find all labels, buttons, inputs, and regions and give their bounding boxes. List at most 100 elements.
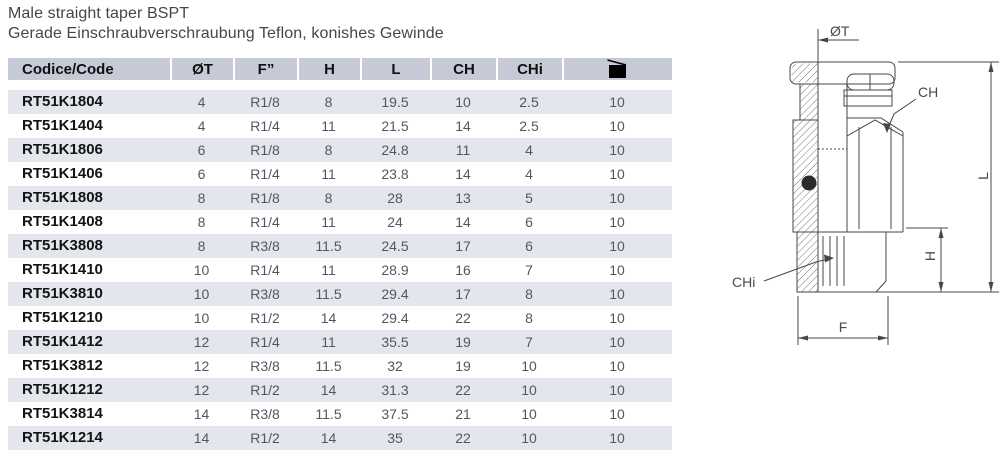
value-cell: 11 — [321, 262, 336, 278]
table-row: RT51K3808 8 R3/8 11.5 24.5 17 6 10 — [8, 234, 672, 258]
value-cell: R1/8 — [233, 138, 297, 162]
value-cell: R1/4 — [233, 330, 297, 354]
value-cell: R1/2 — [233, 378, 297, 402]
table-row: RT51K1406 6 R1/4 11 23.8 14 4 10 — [8, 162, 672, 186]
code-cell: RT51K3814 — [22, 405, 103, 422]
value-cell: 14 — [193, 406, 210, 422]
value-cell: 4 — [496, 138, 562, 162]
code-cell: RT51K1410 — [22, 261, 103, 278]
value-cell: R1/4 — [250, 262, 280, 278]
value-cell: 11 — [430, 138, 496, 162]
value-cell: 10 — [562, 234, 672, 258]
value-cell: R1/8 — [233, 90, 297, 114]
value-cell: 11 — [321, 118, 336, 134]
value-cell: 10 — [609, 262, 625, 278]
value-cell: 10 — [562, 378, 672, 402]
header-qty — [562, 58, 672, 90]
header-thread: F” — [233, 58, 297, 90]
value-cell: 8 — [170, 186, 233, 210]
value-cell: 10 — [562, 90, 672, 114]
technical-drawing: ØT CH L H CHi F — [732, 23, 999, 345]
header-code: Codice/Code — [8, 58, 170, 90]
dimension-lines — [763, 29, 999, 345]
label-length: L — [975, 172, 991, 180]
table-header: Codice/Code ØT F” H L CH CHi — [8, 58, 672, 90]
value-cell: 24.5 — [360, 234, 430, 258]
value-cell: 19.5 — [360, 90, 430, 114]
code-cell: RT51K1408 — [22, 213, 103, 230]
dimension-labels: ØT CH L H CHi F — [732, 23, 991, 335]
code-cell: RT51K3808 — [8, 234, 170, 258]
table-row: RT51K1808 8 R1/8 8 28 13 5 10 — [8, 186, 672, 210]
value-cell: 35.5 — [360, 330, 430, 354]
value-cell: 10 — [609, 406, 625, 422]
value-cell: 10 — [193, 310, 210, 326]
value-cell: 14 — [455, 214, 471, 230]
header-h: H — [297, 58, 360, 90]
value-cell: 11 — [321, 166, 336, 182]
value-cell: 6 — [525, 214, 533, 230]
value-cell: 35 — [360, 426, 430, 450]
value-cell: 13 — [430, 186, 496, 210]
value-cell: 14 — [297, 426, 360, 450]
value-cell: 11.5 — [315, 406, 342, 422]
value-cell: 10 — [562, 282, 672, 306]
value-cell: 8 — [197, 214, 206, 230]
code-cell: RT51K1404 — [22, 117, 103, 134]
value-cell: 14 — [455, 118, 471, 134]
value-cell: 4 — [525, 166, 533, 182]
header-tube-diameter: ØT — [170, 58, 233, 90]
value-cell: R3/8 — [250, 406, 280, 422]
value-cell: 10 — [562, 138, 672, 162]
header-l: L — [360, 58, 430, 90]
value-cell: 11.5 — [297, 234, 360, 258]
table-row: RT51K1410 10 R1/4 11 28.9 16 7 10 — [8, 258, 672, 282]
table-row: RT51K1404 4 R1/4 11 21.5 14 2.5 10 — [8, 114, 672, 138]
value-cell: 6 — [496, 234, 562, 258]
code-cell: RT51K1212 — [8, 378, 170, 402]
title-block: Male straight taper BSPT Gerade Einschra… — [8, 4, 444, 44]
value-cell: 10 — [562, 330, 672, 354]
value-cell: 10 — [170, 282, 233, 306]
value-cell: 29.4 — [360, 282, 430, 306]
label-tube-diameter: ØT — [830, 23, 850, 39]
value-cell: R3/8 — [233, 282, 297, 306]
value-cell: 14 — [455, 166, 471, 182]
value-cell: 10 — [609, 358, 625, 374]
value-cell: 17 — [430, 282, 496, 306]
table-body: RT51K1804 4 R1/8 8 19.5 10 2.5 10 RT51K1404 4 R1/4… — [8, 90, 672, 450]
value-cell: 7 — [525, 262, 533, 278]
code-cell: RT51K1806 — [8, 138, 170, 162]
code-cell: RT51K1210 — [22, 309, 103, 326]
value-cell: 5 — [496, 186, 562, 210]
code-cell: RT51K3812 — [22, 357, 103, 374]
code-cell: RT51K1214 — [8, 426, 170, 450]
value-cell: 19 — [430, 330, 496, 354]
value-cell: 29.4 — [381, 310, 409, 326]
value-cell: 10 — [496, 378, 562, 402]
value-cell: 14 — [297, 378, 360, 402]
value-cell: 10 — [430, 90, 496, 114]
value-cell: 4 — [197, 118, 206, 134]
code-cell: RT51K1808 — [8, 186, 170, 210]
value-cell: 2.5 — [496, 90, 562, 114]
value-cell: 17 — [430, 234, 496, 258]
value-cell: 24 — [387, 214, 403, 230]
value-cell: 10 — [496, 426, 562, 450]
value-cell: 23.8 — [381, 166, 409, 182]
value-cell: R1/2 — [233, 426, 297, 450]
table-row: RT51K1804 4 R1/8 8 19.5 10 2.5 10 — [8, 90, 672, 114]
header-ch: CH — [430, 58, 496, 90]
value-cell: 19 — [455, 358, 471, 374]
value-cell: R1/4 — [250, 166, 280, 182]
value-cell: R1/4 — [250, 118, 280, 134]
table-row: RT51K1210 10 R1/2 14 29.4 22 8 10 — [8, 306, 672, 330]
value-cell: 6 — [170, 138, 233, 162]
value-cell: 12 — [170, 378, 233, 402]
value-cell: 4 — [170, 90, 233, 114]
value-cell: 8 — [170, 234, 233, 258]
table-row: RT51K1214 14 R1/2 14 35 22 10 10 — [8, 426, 672, 450]
value-cell: 10 — [609, 118, 625, 134]
value-cell: 8 — [297, 90, 360, 114]
table-row: RT51K3810 10 R3/8 11.5 29.4 17 8 10 — [8, 282, 672, 306]
